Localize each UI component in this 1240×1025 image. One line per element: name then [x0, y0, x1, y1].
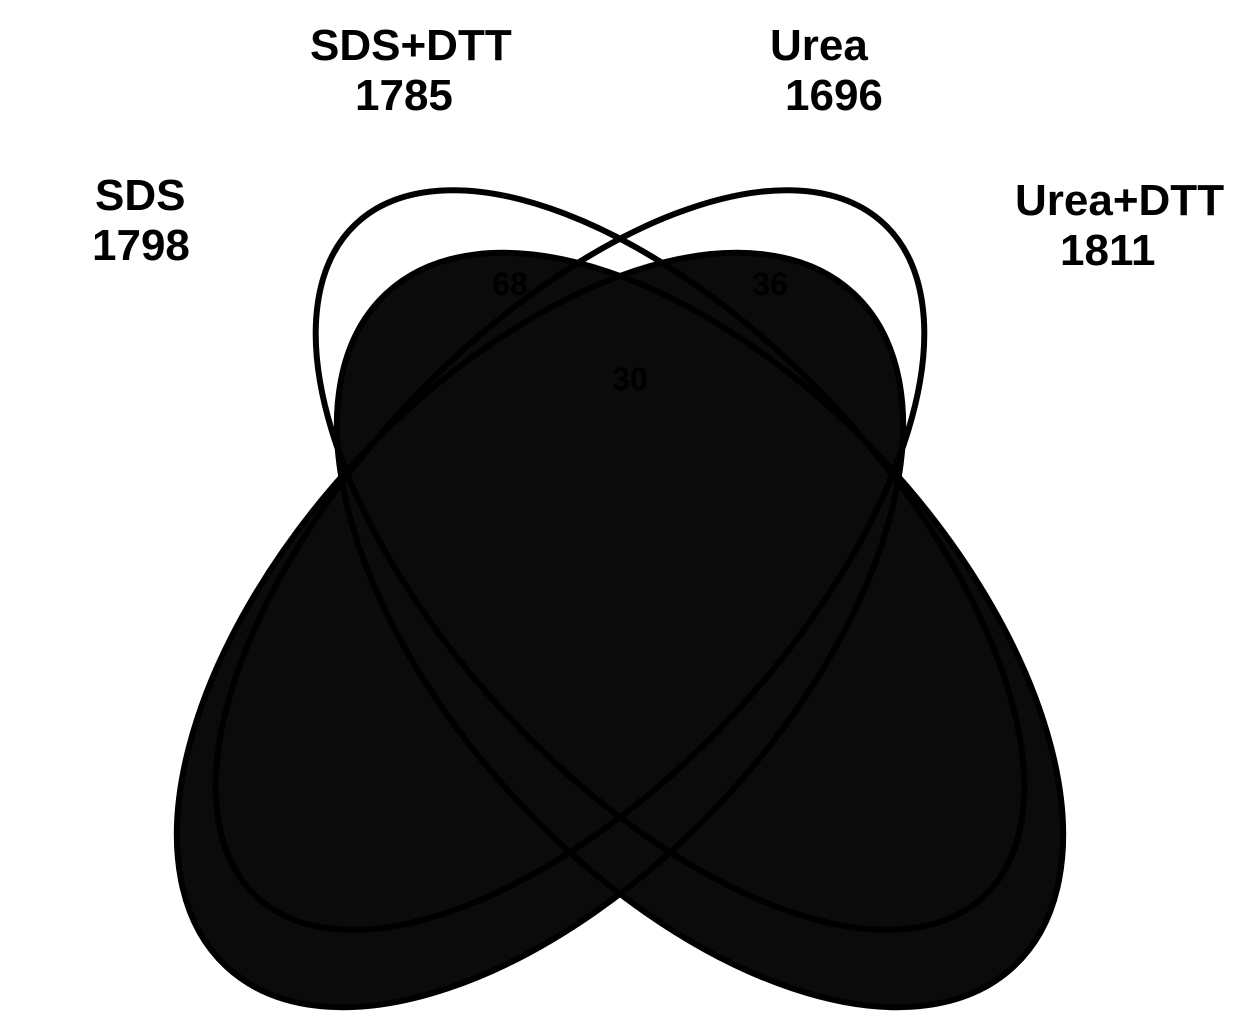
set-total-urea: 1696 — [785, 71, 883, 120]
region-value-B_only: 68 — [492, 266, 528, 302]
set-label-sds-dtt: SDS+DTT — [310, 21, 512, 70]
set-total-sds-dtt: 1785 — [355, 71, 453, 120]
set-total-sds: 1798 — [92, 221, 190, 270]
region-value-B_and_C: 30 — [612, 361, 648, 397]
set-label-urea: Urea — [770, 21, 868, 70]
set-total-urea-dtt: 1811 — [1060, 226, 1155, 275]
set-label-sds: SDS — [95, 171, 185, 220]
venn-diagram: SDS1798 SDS+DTT1785 Urea1696 Urea+DTT1811 6… — [0, 0, 1240, 1025]
set-label-urea-dtt: Urea+DTT — [1015, 176, 1224, 225]
region-value-C_only: 36 — [752, 266, 788, 302]
